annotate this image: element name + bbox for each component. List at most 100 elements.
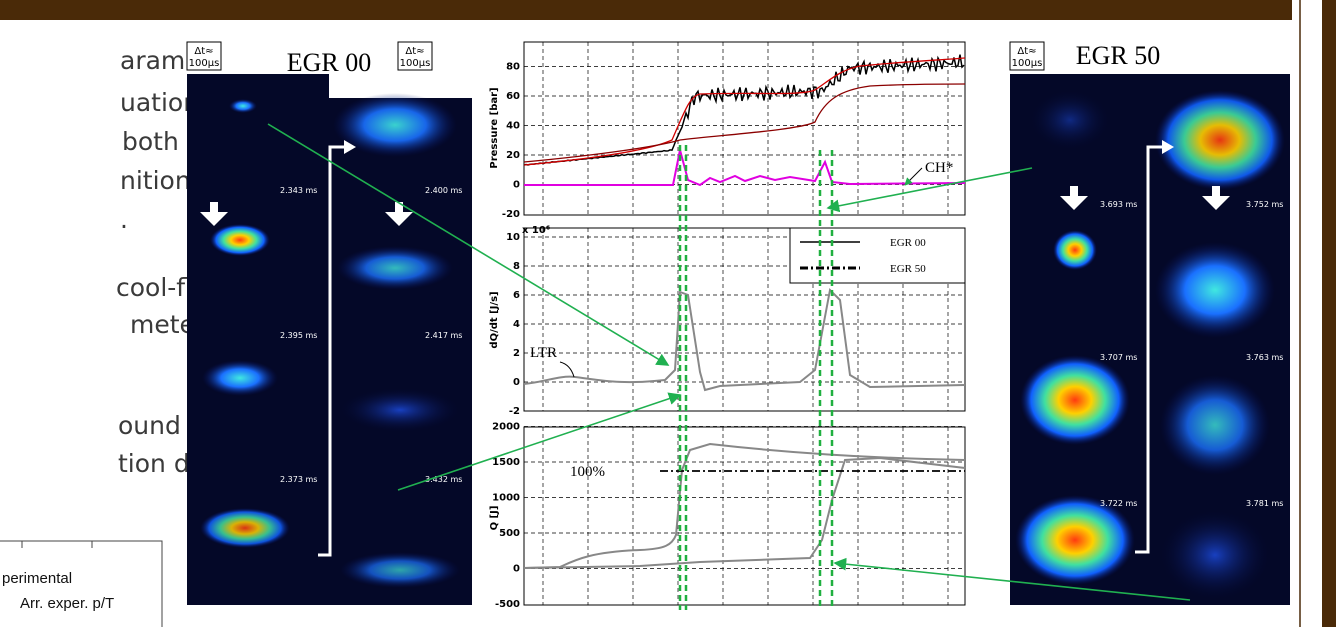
timestamp: 3.707 ms xyxy=(1100,353,1137,362)
egr00-panel: EGR 00 Δt≈ 100µs Δt≈ 100µs 2.343 ms 2.40… xyxy=(186,40,472,605)
flame xyxy=(1020,355,1130,445)
flame xyxy=(202,360,278,396)
dt-box xyxy=(1009,41,1045,71)
flame xyxy=(333,93,457,157)
dt-box xyxy=(397,41,433,71)
flame xyxy=(1160,375,1270,475)
y-tick-label: 2000 xyxy=(492,422,520,433)
hrr-curve xyxy=(523,287,966,392)
dt-label: Δt≈ xyxy=(1017,46,1036,57)
legend-entry: EGR 50 xyxy=(890,263,926,275)
axes-frame xyxy=(523,426,966,606)
flame xyxy=(1160,510,1270,600)
flame xyxy=(229,99,257,113)
arrow xyxy=(1202,186,1230,210)
multiplier: x 10⁶ xyxy=(522,225,550,236)
legend-entry: Arr. exper. p/T xyxy=(20,595,114,612)
timestamp: 3.432 ms xyxy=(425,475,462,484)
arrow xyxy=(344,140,356,154)
arrow xyxy=(1162,140,1174,154)
timestamp: 2.343 ms xyxy=(280,186,317,195)
y-tick-label: 60 xyxy=(506,91,520,102)
y-tick-label: 0 xyxy=(513,377,520,388)
arrow xyxy=(200,202,228,226)
y-tick-label: -20 xyxy=(502,209,520,220)
legend-frame xyxy=(0,540,163,627)
flame xyxy=(1155,242,1275,338)
annotation: LTR xyxy=(530,345,557,361)
y-tick-label: 1500 xyxy=(492,457,520,468)
egr50-panel: Δt≈ 100µs EGR 50 3.693 ms 3.752 ms 3.707… xyxy=(1009,40,1290,605)
y-tick-label: 0 xyxy=(513,564,520,575)
pressure-model xyxy=(523,57,966,166)
y-tick-label: 8 xyxy=(513,261,520,272)
arrow xyxy=(559,361,575,378)
axes-frame xyxy=(523,41,966,216)
y-axis-label: Pressure [bar] xyxy=(489,87,500,168)
y-tick-label: 80 xyxy=(506,62,520,73)
timestamp: 3.752 ms xyxy=(1246,200,1283,209)
q-curve xyxy=(523,456,966,569)
arrow xyxy=(1135,145,1165,554)
q-curve xyxy=(523,442,966,569)
flame xyxy=(337,246,453,290)
flame xyxy=(1030,90,1110,150)
timestamp: 2.417 ms xyxy=(425,331,462,340)
y-tick-label: 0 xyxy=(513,180,520,191)
frame xyxy=(187,74,329,197)
annotation: CH* xyxy=(925,160,953,176)
timestamp: 2.373 ms xyxy=(280,475,317,484)
y-tick-label: 10 xyxy=(506,232,520,243)
plot-figure: Pressure [bar] dQ/dt [J/s] Q [J] x 10⁶ C… xyxy=(480,38,970,610)
y-axis-label: dQ/dt [J/s] xyxy=(489,291,500,348)
y-axis-label: Q [J] xyxy=(489,506,500,531)
y-tick-label: 20 xyxy=(506,150,520,161)
dt-label: 100µs xyxy=(189,58,220,69)
legend-box: perimental Arr. exper. p/T xyxy=(0,540,163,627)
axes-frame xyxy=(523,227,966,412)
flame xyxy=(340,388,460,432)
y-tick-label: -500 xyxy=(495,599,520,610)
timestamp: 3.693 ms xyxy=(1100,200,1137,209)
timing-lines xyxy=(678,145,834,610)
side-bar xyxy=(1322,0,1336,627)
dt-label: 100µs xyxy=(400,58,431,69)
panel-title: EGR 50 xyxy=(1076,41,1161,70)
y-tick-label: 40 xyxy=(506,121,520,132)
pressure-curve xyxy=(523,54,965,166)
header-bar xyxy=(0,0,1292,20)
dt-label: Δt≈ xyxy=(194,46,213,57)
timestamp: 3.722 ms xyxy=(1100,499,1137,508)
arrow xyxy=(318,145,348,557)
annotation: 100% xyxy=(570,464,605,480)
flame xyxy=(1053,230,1097,270)
y-tick-label: 1000 xyxy=(492,493,520,504)
timestamp: 3.781 ms xyxy=(1246,499,1283,508)
timestamp: 2.400 ms xyxy=(425,186,462,195)
arrow xyxy=(385,202,413,226)
panel-title: EGR 00 xyxy=(287,48,372,77)
legend-frame xyxy=(789,227,966,284)
timestamp: 2.395 ms xyxy=(280,331,317,340)
pressure-model xyxy=(523,83,966,163)
timestamp: 3.763 ms xyxy=(1246,353,1283,362)
y-tick-label: 4 xyxy=(513,319,520,330)
arrow xyxy=(1060,186,1088,210)
y-tick-label: 2 xyxy=(513,348,520,359)
y-tick-label: -2 xyxy=(509,406,520,417)
flame xyxy=(340,552,460,588)
flame xyxy=(1155,90,1285,190)
connector-arrows xyxy=(267,123,1191,601)
legend-entry: EGR 00 xyxy=(890,237,926,249)
flame xyxy=(1015,495,1135,585)
arrow xyxy=(904,167,923,186)
y-tick-label: 6 xyxy=(513,290,520,301)
flame xyxy=(200,508,290,548)
legend-entry: perimental xyxy=(2,570,72,587)
y-tick-label: 500 xyxy=(499,528,520,539)
flame xyxy=(210,224,270,256)
dt-box xyxy=(186,41,222,71)
dt-label: 100µs xyxy=(1012,58,1043,69)
